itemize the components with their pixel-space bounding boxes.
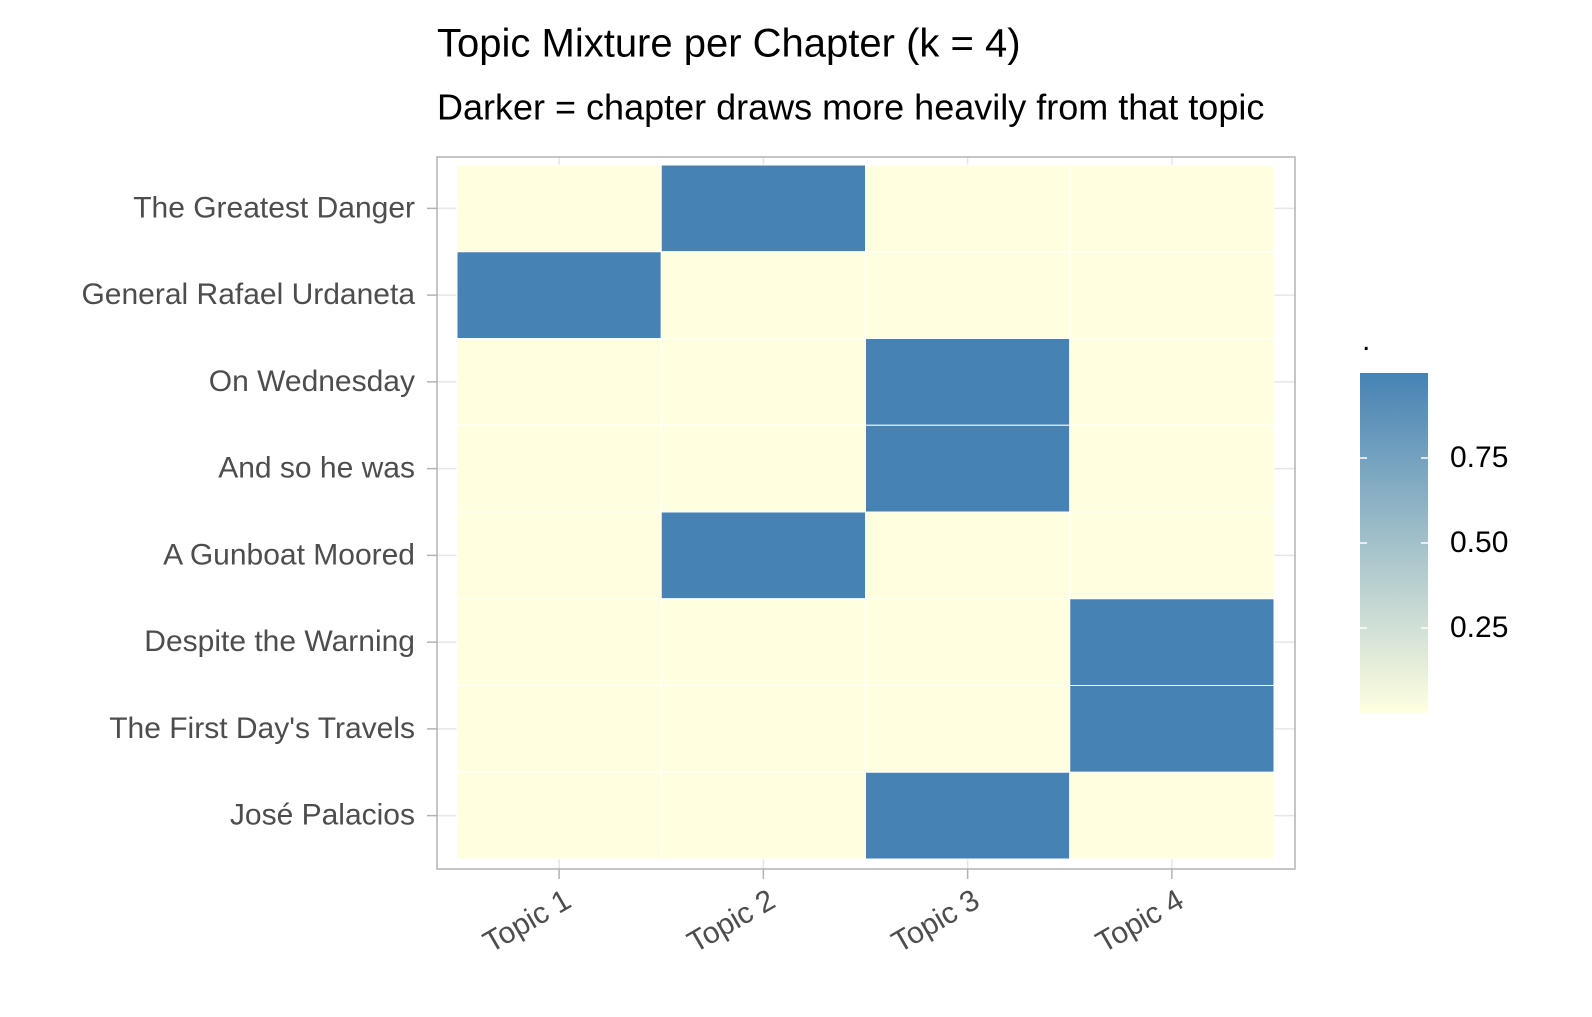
- tile: [1069, 685, 1275, 773]
- tile: [1069, 511, 1275, 600]
- tile: [865, 685, 1071, 773]
- tile: [865, 251, 1071, 339]
- y-tick-label: The Greatest Danger: [133, 191, 415, 224]
- legend-title: .: [1362, 324, 1370, 357]
- x-tick-label: Topic 1: [478, 883, 577, 959]
- tile: [660, 511, 866, 600]
- tile: [1069, 164, 1275, 253]
- panel-border: [436, 156, 1296, 870]
- tile: [456, 511, 662, 600]
- tile: [660, 598, 866, 686]
- tile: [660, 338, 866, 426]
- y-tick-label: José Palacios: [230, 799, 415, 832]
- tile: [1069, 771, 1275, 860]
- tile: [456, 685, 662, 773]
- y-tick-label: The First Day's Travels: [109, 712, 415, 745]
- y-tick-label: And so he was: [218, 452, 415, 485]
- tile: [865, 424, 1071, 513]
- y-tick-label: A Gunboat Moored: [163, 538, 415, 571]
- y-tick-label: Despite the Warning: [144, 625, 415, 658]
- tile: [456, 251, 662, 339]
- tile: [1069, 424, 1275, 513]
- tile: [1069, 251, 1275, 339]
- tile: [660, 771, 866, 860]
- x-tick-label: Topic 4: [1091, 883, 1190, 959]
- tile: [660, 685, 866, 773]
- tile: [865, 338, 1071, 426]
- colorbar: [1360, 373, 1428, 713]
- tile: [1069, 598, 1275, 686]
- chart-title: Topic Mixture per Chapter (k = 4): [437, 22, 1021, 66]
- colorbar-tick-label: 0.75: [1450, 441, 1508, 474]
- x-tick-label: Topic 2: [682, 883, 781, 959]
- x-tick-label: Topic 3: [886, 883, 985, 959]
- tile: [660, 424, 866, 513]
- chart-subtitle: Darker = chapter draws more heavily from…: [437, 87, 1264, 128]
- tile: [456, 424, 662, 513]
- tile: [456, 598, 662, 686]
- tile: [1069, 338, 1275, 426]
- tile: [660, 164, 866, 253]
- tile: [865, 771, 1071, 860]
- tile: [456, 338, 662, 426]
- tile: [865, 511, 1071, 600]
- tile: [660, 251, 866, 339]
- tile: [865, 598, 1071, 686]
- y-tick-label: On Wednesday: [209, 365, 415, 398]
- tile: [456, 771, 662, 860]
- y-tick-label: General Rafael Urdaneta: [81, 278, 415, 311]
- colorbar-tick-label: 0.25: [1450, 611, 1508, 644]
- tile: [456, 164, 662, 253]
- colorbar-tick-label: 0.50: [1450, 526, 1508, 559]
- tile: [865, 164, 1071, 253]
